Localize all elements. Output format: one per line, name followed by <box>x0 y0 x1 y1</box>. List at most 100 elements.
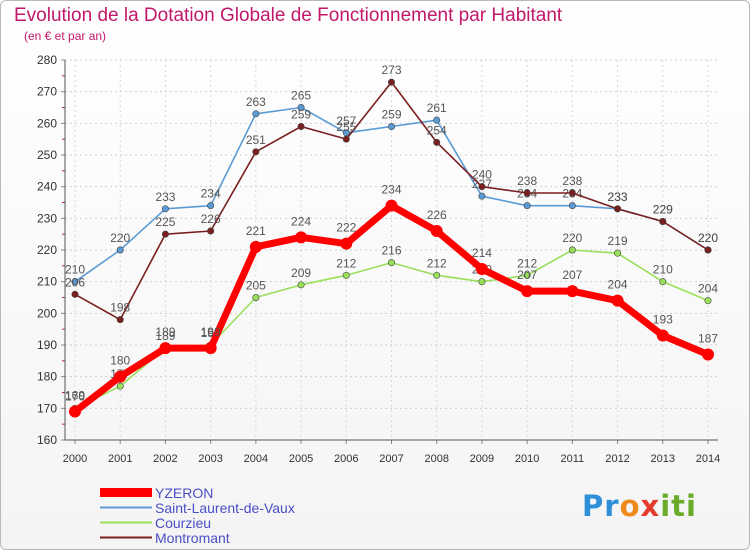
data-label-saint-laurent-de-vaux-2014: 220 <box>698 231 718 245</box>
data-label-saint-laurent-de-vaux-2006: 257 <box>336 114 356 128</box>
data-label-yzeron-2014: 187 <box>698 332 718 346</box>
legend-item-yzeron: YZERON <box>100 485 295 501</box>
point-yzeron-2012 <box>611 294 624 307</box>
legend-swatch-courzieu <box>100 521 152 524</box>
point-montromant-2012 <box>614 205 622 213</box>
data-label-yzeron-2011: 207 <box>562 268 582 282</box>
point-yzeron-2002 <box>159 342 172 355</box>
legend-item-saint-laurent-de-vaux: Saint-Laurent-de-Vaux <box>100 499 295 516</box>
xtick-label-2000: 2000 <box>63 453 87 465</box>
data-label-montromant-2001: 198 <box>110 301 130 315</box>
xtick-label-2003: 2003 <box>198 453 222 465</box>
data-label-saint-laurent-de-vaux-2001: 220 <box>110 231 130 245</box>
data-label-yzeron-2012: 204 <box>608 278 628 292</box>
point-yzeron-2009 <box>475 263 488 275</box>
data-label-courzieu-2013: 210 <box>653 263 673 277</box>
xtick-label-2012: 2012 <box>605 453 629 465</box>
data-label-courzieu-2000: 170 <box>65 389 85 403</box>
data-label-saint-laurent-de-vaux-2013: 229 <box>653 203 673 217</box>
ytick-label-260: 260 <box>37 116 57 130</box>
point-saint-laurent-de-vaux-2001 <box>116 246 124 254</box>
ytick-label-280: 280 <box>37 53 57 67</box>
point-saint-laurent-de-vaux-2009 <box>478 192 486 200</box>
data-label-yzeron-2007: 234 <box>381 183 401 197</box>
data-label-courzieu-2011: 220 <box>562 231 582 245</box>
xtick-label-2009: 2009 <box>470 453 494 465</box>
ytick-label-160: 160 <box>37 433 57 447</box>
data-label-courzieu-2006: 212 <box>336 256 356 270</box>
legend: YZERON Saint-Laurent-de-Vaux Courzieu Mo… <box>100 485 295 546</box>
point-saint-laurent-de-vaux-2011 <box>568 202 576 210</box>
legend-item-courzieu: Courzieu <box>100 514 295 531</box>
data-label-yzeron-2002: 189 <box>155 325 175 339</box>
data-label-courzieu-2004: 205 <box>246 279 266 293</box>
legend-label-courzieu: Courzieu <box>155 514 212 531</box>
legend-swatch-saint-laurent-de-vaux <box>100 506 152 509</box>
xtick-label-2005: 2005 <box>289 453 313 465</box>
point-courzieu-2004 <box>252 293 260 301</box>
ytick-label-170: 170 <box>37 401 57 415</box>
point-yzeron-2008 <box>430 225 443 237</box>
proxiti-logo: Proxiti <box>582 489 697 523</box>
data-label-montromant-2012: 233 <box>608 190 628 204</box>
legend-label-montromant: Montromant <box>155 529 230 546</box>
data-label-saint-laurent-de-vaux-2000: 210 <box>65 263 85 277</box>
data-label-saint-laurent-de-vaux-2007: 259 <box>381 108 401 122</box>
point-montromant-2002 <box>161 230 169 238</box>
point-montromant-2004 <box>252 148 260 156</box>
data-label-yzeron-2004: 221 <box>246 224 266 238</box>
data-label-courzieu-2014: 204 <box>698 282 718 296</box>
xtick-label-2011: 2011 <box>561 453 585 465</box>
point-montromant-2000 <box>71 290 79 298</box>
legend-label-saint-laurent-de-vaux: Saint-Laurent-de-Vaux <box>155 499 295 516</box>
ytick-label-210: 210 <box>37 275 57 289</box>
point-courzieu-2014 <box>704 297 712 305</box>
point-saint-laurent-de-vaux-2010 <box>523 202 531 210</box>
data-label-yzeron-2010: 207 <box>517 268 537 282</box>
point-yzeron-2000 <box>69 405 81 418</box>
data-label-yzeron-2006: 222 <box>336 221 356 235</box>
point-saint-laurent-de-vaux-2007 <box>387 123 395 131</box>
point-montromant-2011 <box>568 189 576 197</box>
data-label-montromant-2000: 206 <box>65 275 85 289</box>
point-montromant-2006 <box>342 135 350 143</box>
xtick-label-2007: 2007 <box>379 453 403 465</box>
data-label-montromant-2014: 220 <box>698 231 718 245</box>
data-label-yzeron-2005: 224 <box>291 214 311 228</box>
data-label-yzeron-2000: 169 <box>65 389 85 403</box>
ytick-label-200: 200 <box>37 306 57 320</box>
xtick-label-2004: 2004 <box>244 453 268 465</box>
point-saint-laurent-de-vaux-2002 <box>161 205 169 213</box>
data-label-courzieu-2005: 209 <box>291 266 311 280</box>
data-label-montromant-2011: 238 <box>562 174 582 188</box>
point-courzieu-2007 <box>387 259 395 267</box>
point-montromant-2010 <box>523 189 531 197</box>
point-yzeron-2005 <box>295 231 308 244</box>
point-yzeron-2004 <box>249 240 262 253</box>
ytick-label-190: 190 <box>37 338 57 352</box>
xtick-label-2002: 2002 <box>153 453 177 465</box>
xtick-label-2013: 2013 <box>651 453 675 465</box>
ytick-label-180: 180 <box>37 370 57 384</box>
point-montromant-2009 <box>478 183 486 191</box>
point-courzieu-2006 <box>342 271 350 279</box>
point-yzeron-2001 <box>114 370 127 383</box>
xtick-label-2010: 2010 <box>515 453 539 465</box>
ytick-label-220: 220 <box>37 243 57 257</box>
data-label-yzeron-2013: 193 <box>653 313 673 327</box>
point-courzieu-2010 <box>523 271 531 279</box>
data-label-montromant-2002: 225 <box>155 215 175 229</box>
data-label-saint-laurent-de-vaux-2005: 265 <box>291 89 311 103</box>
data-label-saint-laurent-de-vaux-2008: 261 <box>427 101 447 115</box>
data-label-montromant-2006: 255 <box>336 120 356 134</box>
chart-subtitle: (en € et par an) <box>24 29 107 43</box>
data-label-saint-laurent-de-vaux-2012: 233 <box>608 190 628 204</box>
data-label-yzeron-2009: 214 <box>472 246 492 260</box>
data-label-courzieu-2010: 212 <box>517 256 537 270</box>
point-yzeron-2011 <box>566 285 579 298</box>
point-montromant-2001 <box>116 316 124 324</box>
point-yzeron-2010 <box>521 285 534 298</box>
point-saint-laurent-de-vaux-2008 <box>433 116 441 124</box>
data-label-yzeron-2008: 226 <box>427 208 447 222</box>
